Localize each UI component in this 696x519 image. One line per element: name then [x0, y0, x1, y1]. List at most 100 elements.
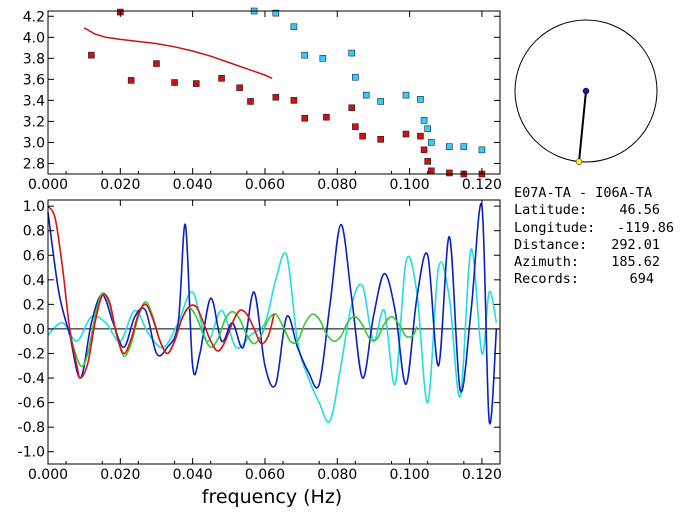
dispersion-y-tick-label: 3.2 — [23, 114, 45, 130]
dispersion-point-red — [192, 80, 200, 87]
dispersion-point-red — [88, 51, 95, 59]
dispersion-point-red — [171, 79, 178, 86]
correlation-y-tick-label: -0.8 — [18, 420, 45, 436]
dispersion-point-red — [417, 132, 424, 140]
dispersion-panel: 0.000 0.020 0.040 0.060 0.080 0.100 0.120 2.8 3.… — [23, 7, 502, 193]
correlation-series-green — [68, 292, 418, 368]
azimuth-label: Azimuth: — [514, 254, 580, 271]
dispersion-point-red — [127, 77, 135, 84]
dispersion-x-tick-label: 0.100 — [390, 177, 430, 193]
correlation-y-tick-label: 0.6 — [23, 248, 45, 264]
dispersion-y-tick-label: 4.2 — [23, 9, 45, 25]
correlation-marks — [47, 202, 500, 425]
dispersion-point-red — [301, 114, 309, 122]
dispersion-point-red — [424, 158, 431, 165]
correlation-x-tick-label: 0.020 — [100, 467, 140, 483]
correlation-y-tick-label: 0.4 — [23, 273, 45, 289]
dispersion-point-red — [218, 75, 225, 82]
dispersion-point-cyan — [362, 91, 370, 99]
dispersion-point-cyan — [348, 49, 356, 57]
dispersion-point-cyan — [478, 146, 486, 154]
x-axis-label: frequency (Hz) — [202, 486, 342, 508]
correlation-y-tick-label: -0.2 — [18, 346, 45, 362]
dispersion-point-cyan — [420, 117, 428, 124]
dispersion-y-tick-label: 4.0 — [23, 30, 45, 46]
dispersion-y-tick-label: 3.4 — [23, 93, 45, 109]
records-row: Records: 694 — [514, 271, 654, 288]
station-a-marker — [582, 87, 590, 95]
dispersion-point-red — [446, 169, 453, 177]
correlation-axes: 0.000 0.020 0.040 0.060 0.080 0.100 0.120 1.0 0.… — [18, 199, 502, 483]
dispersion-point-red — [352, 123, 359, 130]
dispersion-point-red — [348, 104, 356, 112]
dispersion-point-cyan — [427, 139, 435, 146]
dispersion-plot-frame — [47, 10, 501, 175]
dispersion-point-red — [236, 84, 243, 92]
dispersion-point-cyan — [460, 143, 468, 150]
dispersion-point-cyan — [319, 55, 327, 62]
dispersion-x-tick-label: 0.040 — [173, 177, 213, 193]
correlation-series-blue — [47, 202, 498, 425]
dispersion-point-cyan — [301, 51, 309, 59]
correlation-y-tick-label: -1.0 — [18, 445, 45, 461]
dispersion-point-red — [290, 97, 298, 104]
dispersion-point-cyan — [446, 143, 453, 150]
latitude-value: 46.56 — [619, 202, 660, 219]
dispersion-point-cyan — [352, 73, 359, 81]
dispersion-y-tick-label: 3.8 — [23, 51, 45, 67]
records-label: Records: — [514, 271, 580, 288]
dispersion-point-cyan — [290, 23, 298, 31]
dispersion-point-red — [323, 113, 330, 121]
records-value: 694 — [629, 271, 654, 288]
dispersion-point-cyan — [402, 91, 410, 99]
dispersion-point-red — [420, 146, 428, 154]
dispersion-point-cyan — [272, 9, 280, 17]
dispersion-point-cyan — [424, 125, 431, 133]
dispersion-x-tick-label: 0.000 — [28, 177, 68, 193]
dispersion-x-tick-label: 0.080 — [317, 177, 357, 193]
longitude-row: Longitude: -119.86 — [514, 220, 674, 237]
dispersion-y-tick-label: 3.0 — [23, 135, 45, 151]
dispersion-axes: 0.000 0.020 0.040 0.060 0.080 0.100 0.120 2.8 3.… — [23, 9, 502, 193]
model-dispersion-curve — [83, 27, 273, 79]
correlation-panel: 0.000 0.020 0.040 0.060 0.080 0.100 0.120 1.0 0.… — [18, 199, 502, 508]
dispersion-point-red — [359, 132, 366, 140]
dispersion-point-red — [377, 135, 384, 143]
dispersion-point-cyan — [417, 96, 424, 103]
correlation-x-tick-label: 0.100 — [390, 467, 430, 483]
correlation-y-tick-label: 0.8 — [23, 224, 45, 240]
correlation-y-tick-label: 0.0 — [23, 322, 45, 338]
correlation-y-tick-label: 1.0 — [23, 199, 45, 215]
correlation-plot-frame — [47, 199, 501, 465]
station-b-marker — [575, 158, 583, 165]
correlation-y-tick-label: -0.6 — [18, 396, 45, 412]
great-circle-path — [578, 90, 587, 162]
correlation-y-tick-label: -0.4 — [18, 371, 45, 387]
correlation-x-tick-label: 0.040 — [173, 467, 213, 483]
correlation-x-tick-label: 0.060 — [245, 467, 285, 483]
correlation-series-cyan — [47, 248, 498, 424]
dispersion-marks — [83, 7, 486, 178]
dispersion-point-cyan — [377, 98, 384, 105]
station-info-panel: E07A-TA - I06A-TA Latitude: 46.56 Longit… — [514, 185, 694, 289]
latitude-row: Latitude: 46.56 — [514, 202, 660, 219]
dispersion-point-red — [427, 167, 435, 175]
correlation-series-red — [47, 205, 275, 379]
correlation-x-tick-label: 0.120 — [462, 467, 502, 483]
dispersion-x-tick-label: 0.120 — [462, 177, 502, 193]
dispersion-point-red — [272, 93, 280, 101]
distance-label: Distance: — [514, 236, 588, 253]
distance-row: Distance: 292.01 — [514, 237, 660, 254]
azimuth-row: Azimuth: 185.62 — [514, 254, 660, 271]
distance-value: 292.01 — [611, 236, 660, 253]
map-circle — [514, 19, 658, 163]
correlation-y-tick-label: 0.2 — [23, 297, 45, 313]
longitude-value: -119.86 — [617, 219, 674, 236]
station-map — [514, 19, 658, 165]
latitude-label: Latitude: — [514, 202, 588, 219]
dispersion-point-red — [153, 60, 160, 67]
dispersion-point-red — [247, 98, 254, 105]
correlation-x-tick-label: 0.080 — [317, 467, 357, 483]
dispersion-y-tick-label: 3.6 — [23, 72, 45, 88]
